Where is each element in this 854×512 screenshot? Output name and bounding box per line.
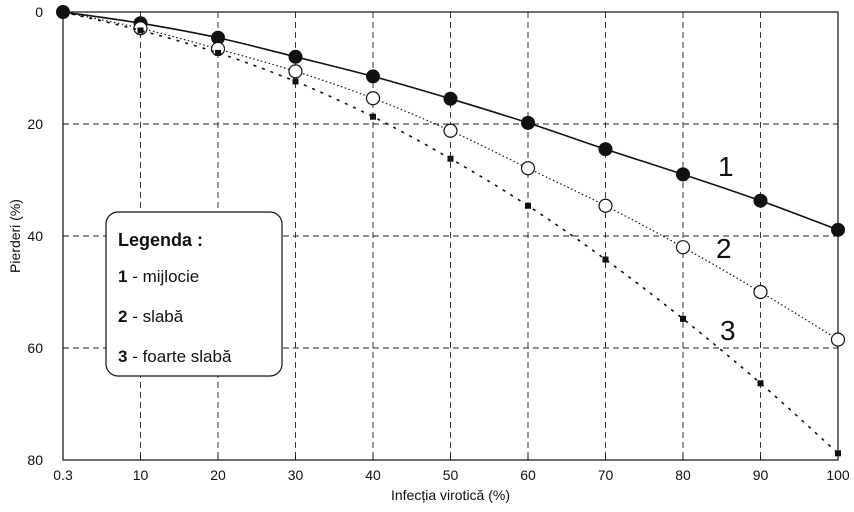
series-1-point [831, 222, 845, 237]
x-tick-label: 60 [520, 467, 536, 483]
legend-items: 1 - mijlocie 2 - slabă 3 - foarte slabă [118, 267, 232, 366]
curve-label-3: 3 [720, 315, 736, 346]
x-tick-label: 10 [133, 467, 149, 483]
axes: 0.3 10 20 30 40 50 60 70 80 90 100 0 20 40 60 80 [27, 4, 849, 483]
series-2-point [675, 240, 691, 255]
y-tick-label: 40 [27, 228, 43, 244]
series-3-line [62, 11, 839, 454]
legend-frame [105, 211, 283, 377]
x-tick-label: 20 [210, 467, 226, 483]
series-2-point [753, 284, 768, 300]
series-3-point [602, 256, 609, 263]
series-1-line [62, 11, 839, 231]
legend-item-2: 2 - slabă [118, 307, 184, 326]
x-tick-label: 80 [675, 467, 691, 483]
series-3-point [137, 27, 144, 34]
x-tick-label: 50 [443, 467, 459, 483]
series-2-point [520, 161, 536, 176]
series-2-point [598, 198, 613, 213]
series-1-point [521, 115, 535, 130]
series-3-point [680, 315, 686, 322]
legend-item-number: 2 [118, 307, 127, 326]
series-1-point [753, 193, 768, 208]
series-1-point [288, 49, 303, 64]
series-3-point [525, 202, 531, 209]
legend-item-3: 3 - foarte slabă [118, 347, 232, 366]
x-tick-label: 0.3 [53, 467, 73, 483]
series-1-point [443, 91, 458, 106]
series-2-line [62, 11, 839, 341]
y-tick-label: 60 [27, 340, 43, 356]
series-1-point [676, 167, 690, 182]
series-2-point [830, 332, 846, 347]
series-1-point [598, 142, 613, 157]
x-tick-label: 100 [826, 467, 850, 483]
series-2-point [365, 91, 381, 106]
x-tick-label: 70 [598, 467, 614, 483]
legend-item-text: - mijlocie [127, 267, 199, 286]
series-2 [62, 11, 846, 347]
x-tick-label: 40 [365, 467, 381, 483]
series-2-point [288, 64, 303, 79]
series-3-point [370, 113, 376, 120]
curve-label-2: 2 [716, 233, 732, 264]
y-tick-label: 80 [27, 452, 43, 468]
y-axis-label: Pierderi (%) [7, 199, 23, 273]
curve-label-1: 1 [718, 151, 734, 182]
legend-item-1: 1 - mijlocie [118, 267, 199, 286]
series-3-point [215, 49, 221, 56]
series-3-point [447, 155, 454, 162]
x-tick-label: 90 [753, 467, 769, 483]
legend-title: Legenda : [118, 230, 203, 250]
curve-labels: 1 2 3 [716, 151, 736, 346]
series-1-point [366, 69, 380, 84]
legend-item-number: 1 [118, 267, 127, 286]
series-3 [62, 11, 841, 457]
legend-box: Legenda : 1 - mijlocie 2 - slabă 3 - foart… [105, 211, 283, 377]
y-tick-label: 20 [27, 116, 43, 132]
y-tick-label: 0 [35, 4, 43, 20]
series-3-point [835, 450, 841, 457]
x-tick-label: 30 [288, 467, 304, 483]
grid [63, 12, 838, 460]
legend-item-number: 3 [118, 347, 127, 366]
series-3-point [757, 380, 764, 387]
x-axis-label: Infecția virotică (%) [391, 487, 510, 503]
series-1 [56, 5, 845, 237]
legend-item-text: - slabă [127, 307, 183, 326]
series [56, 5, 846, 457]
legend-item-text: - foarte slabă [127, 347, 231, 366]
series-3-point [292, 78, 299, 85]
series-2-point [443, 123, 458, 138]
